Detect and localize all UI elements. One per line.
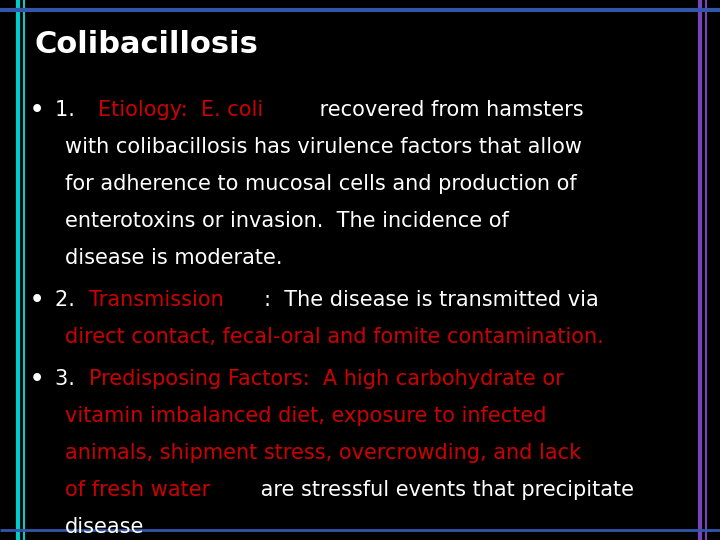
Text: disease: disease [65, 517, 145, 537]
Text: animals, shipment stress, overcrowding, and lack: animals, shipment stress, overcrowding, … [65, 443, 581, 463]
Text: recovered from hamsters: recovered from hamsters [312, 100, 583, 120]
Text: 3.: 3. [55, 369, 81, 389]
Text: 2.: 2. [55, 290, 81, 310]
Text: :  The disease is transmitted via: : The disease is transmitted via [264, 290, 599, 310]
Text: Predisposing Factors:  A high carbohydrate or: Predisposing Factors: A high carbohydrat… [89, 369, 564, 389]
Text: with colibacillosis has virulence factors that allow: with colibacillosis has virulence factor… [65, 137, 582, 157]
Text: are stressful events that precipitate: are stressful events that precipitate [253, 480, 634, 500]
Text: for adherence to mucosal cells and production of: for adherence to mucosal cells and produ… [65, 174, 577, 194]
Text: vitamin imbalanced diet, exposure to infected: vitamin imbalanced diet, exposure to inf… [65, 406, 546, 426]
Text: Colibacillosis: Colibacillosis [35, 30, 259, 59]
Text: Transmission: Transmission [89, 290, 224, 310]
Text: direct contact, fecal-oral and fomite contamination.: direct contact, fecal-oral and fomite co… [65, 327, 604, 347]
Text: •: • [30, 369, 44, 389]
Text: enterotoxins or invasion.  The incidence of: enterotoxins or invasion. The incidence … [65, 211, 509, 231]
Text: of fresh water: of fresh water [65, 480, 210, 500]
Text: Etiology:  E. coli: Etiology: E. coli [98, 100, 264, 120]
Text: 1.: 1. [55, 100, 88, 120]
Text: •: • [30, 100, 44, 120]
Text: •: • [30, 290, 44, 310]
Text: disease is moderate.: disease is moderate. [65, 248, 282, 268]
